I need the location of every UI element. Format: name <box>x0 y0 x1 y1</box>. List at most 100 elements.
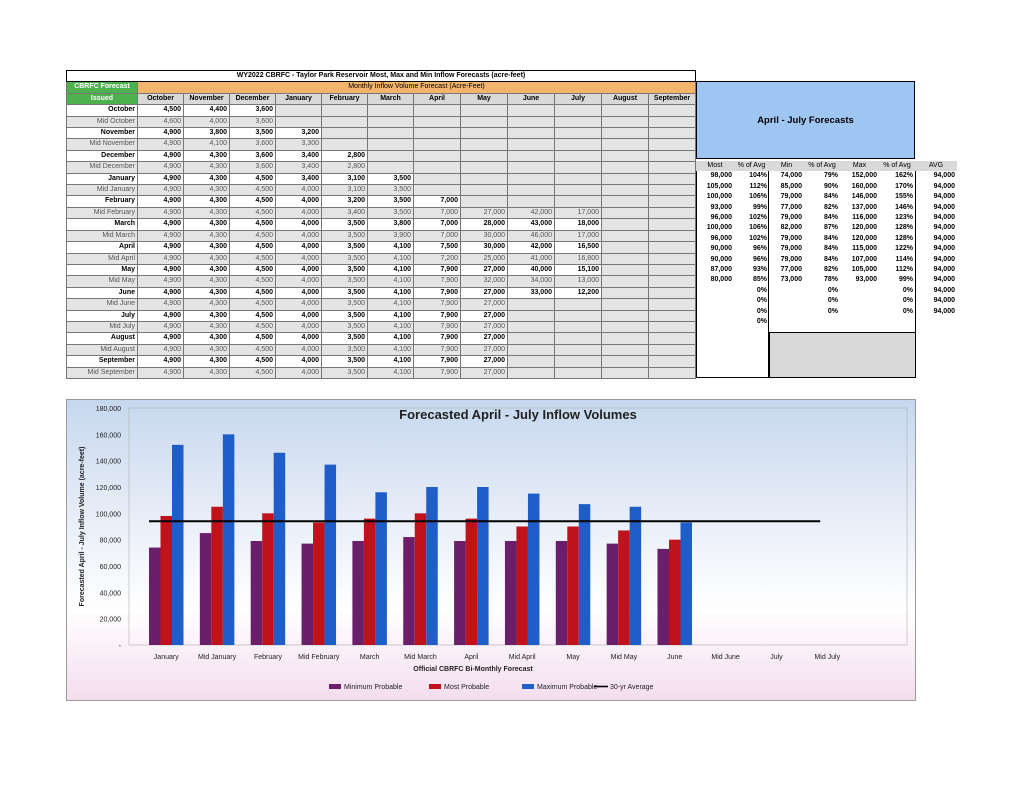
april-july-cell: 73,000 <box>780 276 802 284</box>
table-cell-empty <box>648 195 696 208</box>
april-july-cell: 93,000 <box>855 276 877 284</box>
table-cell: 4,300 <box>183 184 230 197</box>
table-cell: 4,500 <box>229 343 276 357</box>
table-cell-empty <box>460 172 508 186</box>
april-july-cell: 0% <box>827 297 838 305</box>
table-cell: 7,900 <box>413 263 461 277</box>
table-row: October 4,500 4,400 3,600 <box>66 104 696 117</box>
table-cell-empty <box>367 104 414 117</box>
table-cell-empty <box>601 195 649 208</box>
table-cell: 4,100 <box>367 355 414 368</box>
april-july-cell: 84% <box>823 255 838 263</box>
table-cell: 3,100 <box>321 172 368 186</box>
table-row: Mid January 4,900 4,300 4,500 4,000 3,100 3,50… <box>66 184 696 197</box>
bar-most-probable <box>262 513 274 645</box>
april-july-cell: 94,000 <box>933 255 955 263</box>
row-label: September <box>66 355 138 368</box>
table-cell-empty <box>601 206 649 220</box>
table-cell: 3,600 <box>229 138 276 151</box>
april-july-row: 80,000 85% 73,000 78% 93,000 99% 94,000 <box>696 275 957 285</box>
april-july-cell: 84% <box>823 245 838 253</box>
table-cell: 4,300 <box>183 298 230 311</box>
table-row: November 4,900 3,800 3,500 3,200 <box>66 127 696 140</box>
table-cell: 7,900 <box>413 366 461 379</box>
table-cell: 25,000 <box>460 252 508 265</box>
april-july-cell <box>840 317 879 327</box>
april-july-cell: 96,000 <box>710 214 732 222</box>
table-cell: 4,500 <box>229 366 276 379</box>
april-july-cell: 128% <box>895 234 913 242</box>
table-cell-empty <box>554 184 602 197</box>
table-cell: 4,100 <box>367 320 414 334</box>
april-july-cell: 99% <box>898 276 913 284</box>
row-label: March <box>66 218 138 231</box>
table-cell-empty <box>460 127 508 140</box>
april-july-cell: 115,000 <box>852 245 877 253</box>
bar-most-probable <box>618 530 630 645</box>
y-tick-label: 80,000 <box>100 538 122 545</box>
y-tick-label: 120,000 <box>96 485 121 492</box>
table-cell: 4,000 <box>275 343 322 357</box>
table-cell: 4,900 <box>137 241 184 254</box>
table-cell: 4,900 <box>137 138 184 151</box>
april-july-cell: 146% <box>895 203 913 211</box>
table-cell-empty <box>601 275 649 288</box>
april-july-empty-block <box>769 332 916 378</box>
table-cell-empty <box>601 355 649 368</box>
table-cell: 7,900 <box>413 343 461 357</box>
april-july-cell: 85% <box>752 276 767 284</box>
table-row: Mid July 4,900 4,300 4,500 4,000 3,500 4,100 7,… <box>66 320 696 334</box>
bar-most-probable <box>465 518 478 645</box>
april-july-cell: 94,000 <box>933 182 955 190</box>
table-cell-empty <box>648 218 696 231</box>
table-cell: 7,900 <box>413 332 461 345</box>
april-july-header: Min <box>769 161 804 172</box>
table-cell: 4,000 <box>275 309 322 322</box>
table-cell: 7,900 <box>413 320 461 334</box>
table-cell-empty <box>507 298 555 311</box>
table-cell-empty <box>648 206 696 220</box>
table-cell-empty <box>601 229 649 243</box>
table-cell-empty <box>601 115 649 129</box>
april-july-row: 87,000 93% 77,000 82% 105,000 112% 94,000 <box>696 265 957 275</box>
table-cell-empty <box>601 241 649 254</box>
table-cell-empty <box>507 184 555 197</box>
table-cell-empty <box>648 343 696 357</box>
table-cell-empty <box>413 149 461 163</box>
table-cell-empty <box>413 104 461 117</box>
table-cell: 4,300 <box>183 332 230 345</box>
bar-minimum-probable <box>454 540 466 645</box>
table-cell: 4,500 <box>229 184 276 197</box>
table-cell: 4,100 <box>367 332 414 345</box>
bar-maximum-probable <box>477 487 489 645</box>
table-cell: 42,000 <box>507 241 555 254</box>
x-tick-label: Mid April <box>509 654 536 661</box>
table-cell: 27,000 <box>460 366 508 379</box>
april-july-cell: 100,000 <box>706 224 732 232</box>
table-cell-empty <box>321 104 368 117</box>
bar-maximum-probable <box>578 504 591 645</box>
month-header: March <box>367 92 414 106</box>
table-cell: 17,000 <box>554 206 602 220</box>
april-july-cell: 99% <box>752 203 767 211</box>
table-cell-empty <box>507 195 555 208</box>
table-cell-empty <box>648 161 696 174</box>
april-july-cell <box>840 286 879 296</box>
table-cell-empty <box>554 355 602 368</box>
april-july-cell: 94,000 <box>933 297 955 305</box>
table-cell: 17,000 <box>554 229 602 243</box>
table-cell-empty <box>507 355 555 368</box>
april-july-cell: 120,000 <box>851 234 877 242</box>
row-label: Mid May <box>66 275 138 288</box>
table-cell-empty <box>321 138 368 151</box>
table-cell: 4,000 <box>275 184 322 197</box>
table-cell: 30,000 <box>460 241 508 254</box>
table-cell-empty <box>321 127 368 140</box>
table-cell: 4,000 <box>275 252 322 265</box>
bar-most-probable <box>313 522 325 645</box>
row-label: Mid November <box>66 138 138 151</box>
table-cell-empty <box>601 343 649 357</box>
april-july-cell: 94,000 <box>933 224 955 232</box>
forecast-table: WY2022 CBRFC - Taylor Park Reservoir Mos… <box>66 69 696 379</box>
table-cell-empty <box>601 104 649 117</box>
